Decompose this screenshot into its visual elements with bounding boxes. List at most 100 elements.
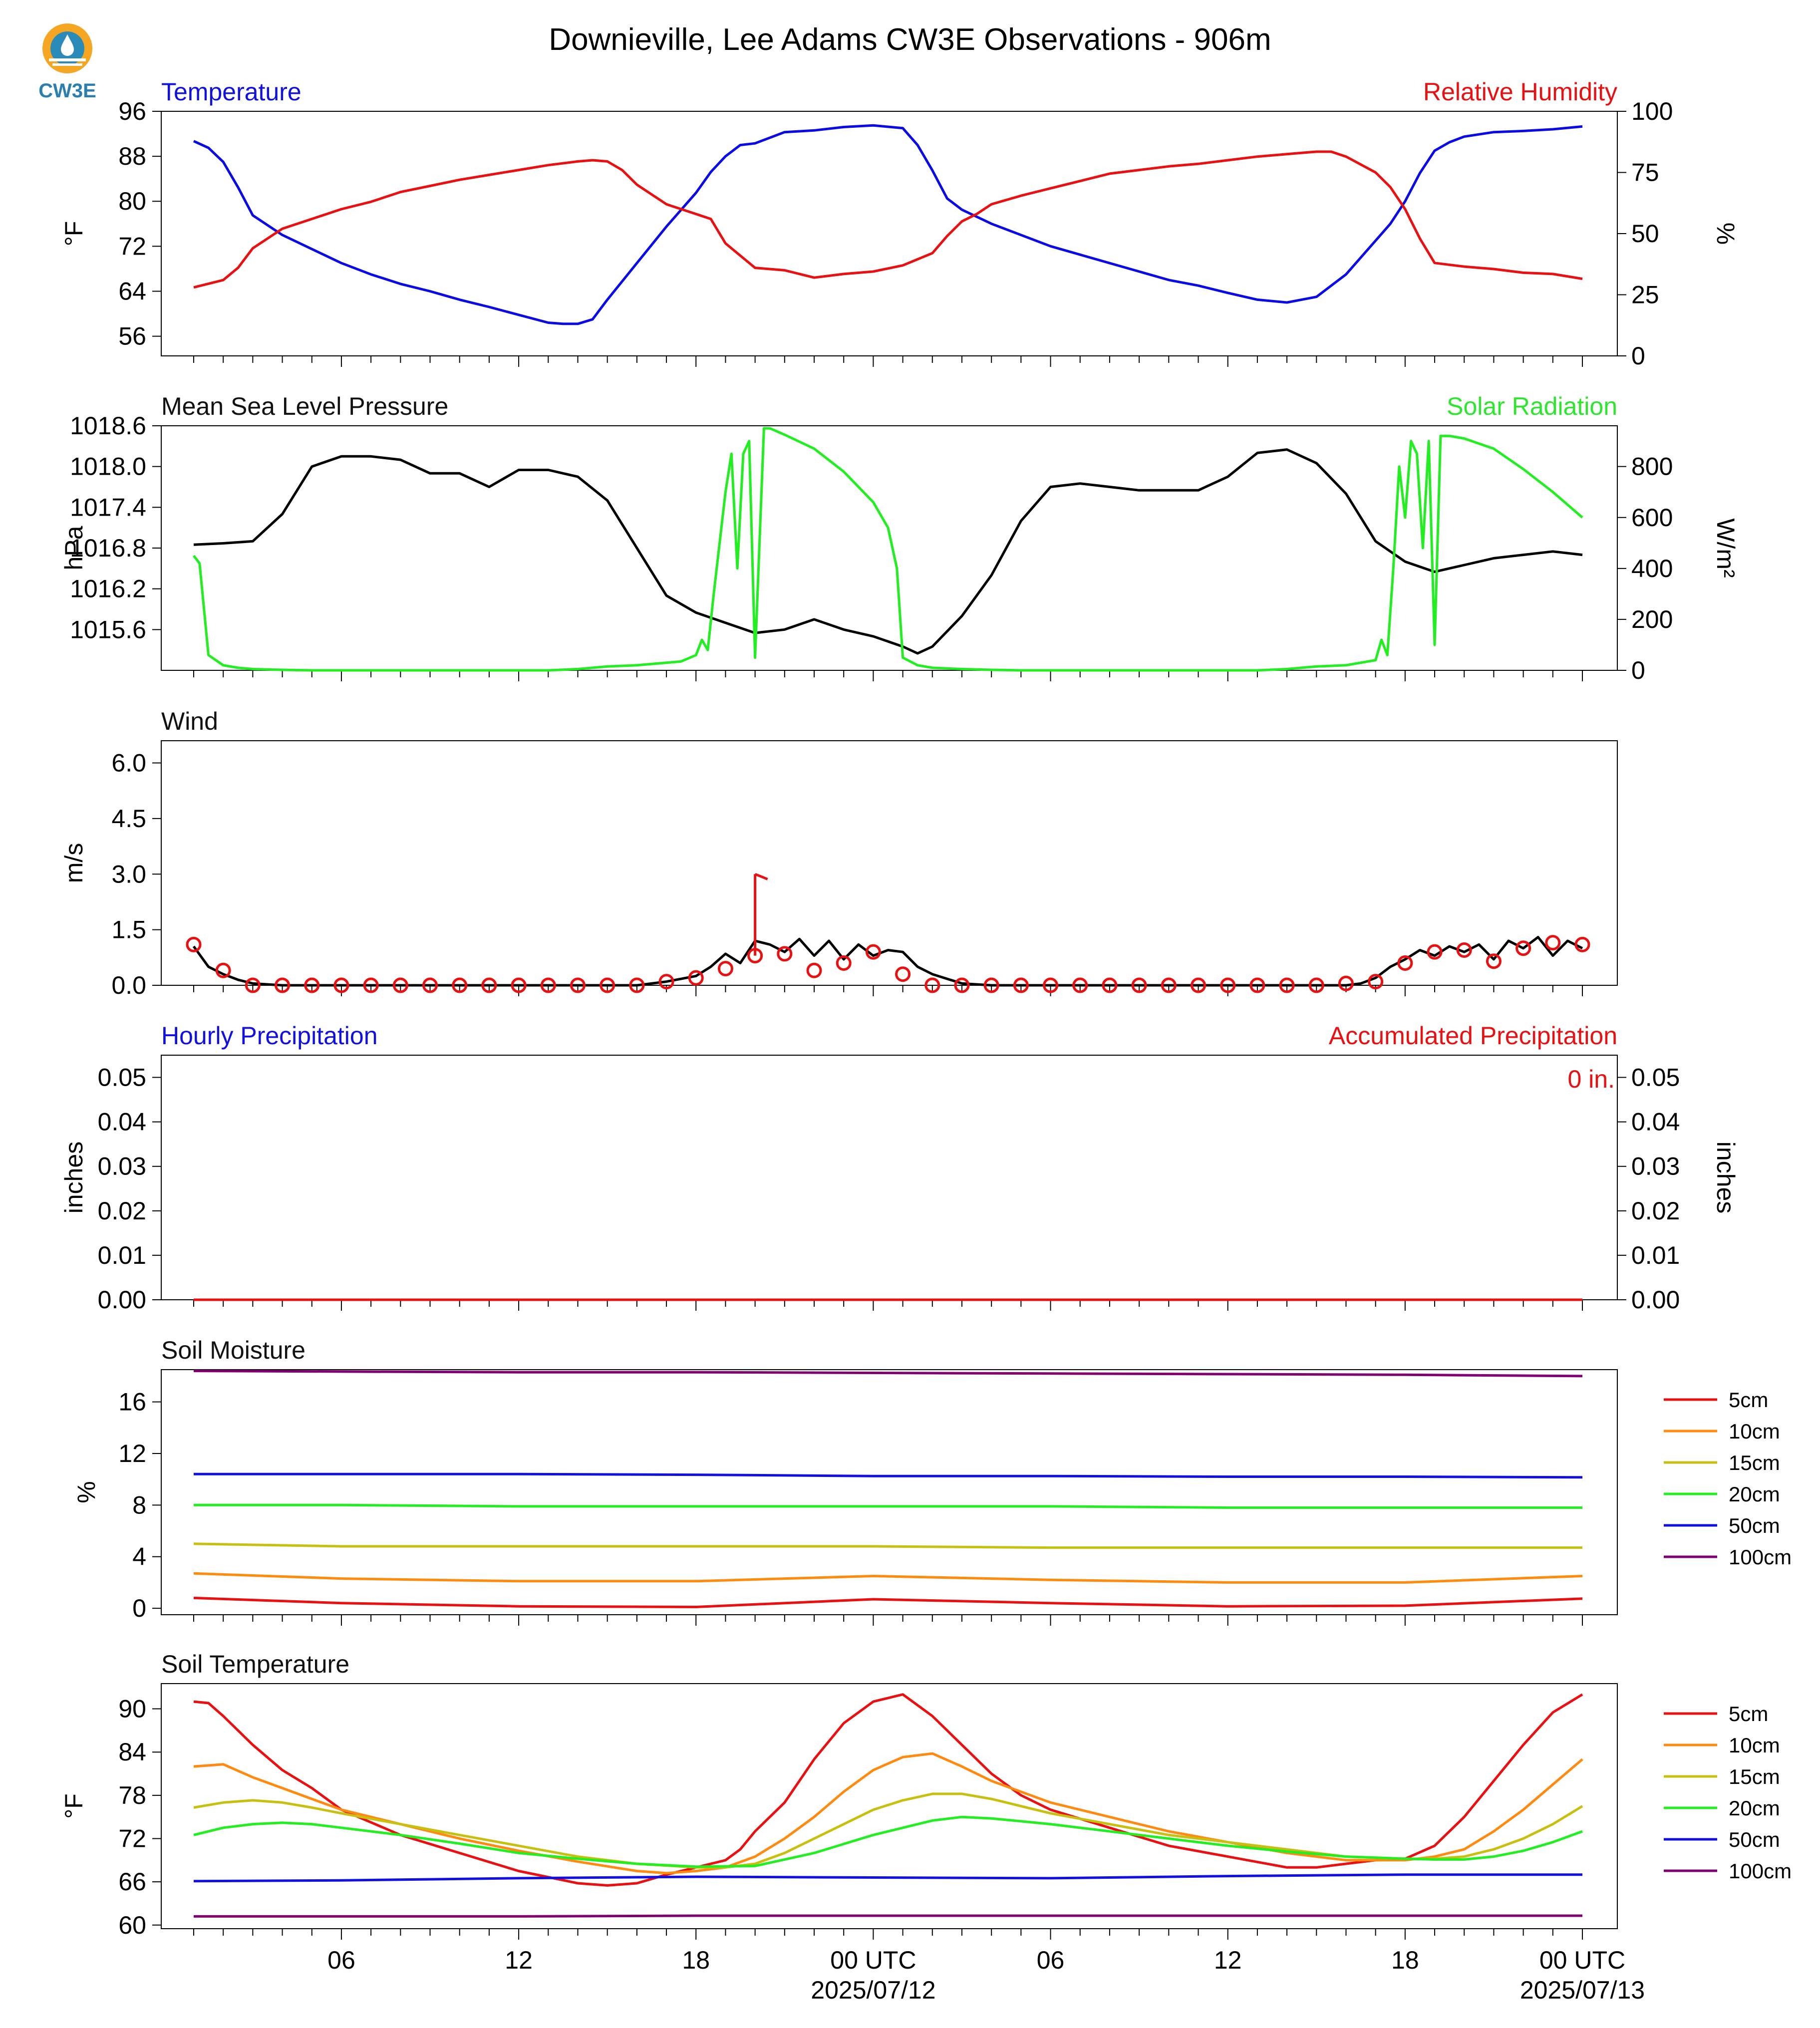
- panel-title-left: Mean Sea Level Pressure: [161, 392, 448, 420]
- legend-label: 10cm: [1729, 1420, 1780, 1443]
- ytick-label-left: 1015.6: [70, 615, 146, 643]
- ytick-label-right: 0: [1631, 656, 1645, 684]
- ylabel-left: inches: [60, 1142, 88, 1214]
- series-line-20cm: [193, 1815, 1583, 1868]
- ytick-label-left: 1016.2: [70, 575, 146, 603]
- wind-circle: [1043, 977, 1059, 993]
- ytick-label-left: 66: [118, 1868, 146, 1896]
- plot-frame: [161, 740, 1618, 986]
- ytick-label-left: 72: [118, 1824, 146, 1852]
- ytick-label-left: 80: [118, 187, 146, 215]
- ytick-label-left: 1018.6: [70, 412, 146, 440]
- ylabel-right: %: [1712, 223, 1740, 245]
- ytick-label-right: 600: [1631, 504, 1673, 532]
- logo-droplet-icon: [61, 34, 74, 56]
- wind-circle: [1574, 936, 1590, 952]
- plot-frame: [161, 425, 1618, 671]
- ytick-label-left: 12: [118, 1440, 146, 1467]
- wind-circle: [600, 977, 615, 993]
- wind-circle: [954, 977, 970, 993]
- ytick-label-left: 0.05: [98, 1064, 146, 1092]
- ytick-label-right: 200: [1631, 605, 1673, 633]
- wind-circle: [836, 955, 852, 971]
- series-line-0: [192, 936, 1583, 987]
- wind-circle: [452, 977, 468, 993]
- ytick-label-left: 4: [132, 1543, 146, 1571]
- ytick-label-left: 72: [118, 232, 146, 260]
- ytick-label-right: 0.05: [1631, 1064, 1680, 1092]
- ytick-label-left: 0.02: [98, 1197, 146, 1225]
- series-line-0: [193, 124, 1583, 325]
- wind-circle: [245, 977, 261, 993]
- xtick-label: 06: [1037, 1946, 1065, 1974]
- ylabel-left: hPa: [60, 526, 88, 570]
- legend-label: 50cm: [1729, 1828, 1780, 1851]
- ytick-label-right: 0: [1631, 342, 1645, 370]
- series-line-1: [193, 150, 1583, 289]
- series-line-15cm: [193, 1542, 1582, 1549]
- ytick-label-left: 8: [132, 1491, 146, 1519]
- cw3e-logo: CW3E: [35, 17, 100, 102]
- panel-title-left: Hourly Precipitation: [161, 1022, 378, 1050]
- wind-circle: [658, 974, 674, 990]
- wind-circle: [333, 977, 349, 993]
- xtick-label: 06: [327, 1946, 355, 1974]
- wind-circle: [806, 962, 822, 978]
- wind-circle: [186, 936, 202, 952]
- series-line-50cm: [194, 1472, 1583, 1479]
- xtick-date-label: 2025/07/12: [811, 1976, 935, 2004]
- ytick-label-right: 0.01: [1631, 1241, 1680, 1269]
- ytick-label-left: 0.03: [98, 1153, 146, 1180]
- ylabel-left: %: [72, 1481, 100, 1503]
- wind-circle: [629, 977, 645, 993]
- logo-wave-2: [52, 63, 82, 66]
- wind-circle: [392, 977, 408, 993]
- ytick-label-right: 400: [1631, 555, 1673, 582]
- xtick-label: 18: [1391, 1946, 1419, 1974]
- wind-circle: [481, 977, 497, 993]
- ytick-label-left: 88: [118, 142, 146, 170]
- wind-circle: [511, 977, 527, 993]
- wind-circle: [304, 977, 320, 993]
- legend-label: 5cm: [1729, 1702, 1768, 1726]
- series-line-1: [193, 427, 1583, 672]
- legend-label: 100cm: [1729, 1545, 1792, 1569]
- wind-circle: [1072, 977, 1088, 993]
- wind-circle: [1102, 977, 1118, 993]
- ytick-label-left: 78: [118, 1781, 146, 1809]
- legend-label: 5cm: [1729, 1388, 1768, 1412]
- panel-1: Mean Sea Level Pressure Solar Radiation 10…: [60, 392, 1740, 684]
- series-line-50cm: [193, 1873, 1582, 1883]
- ylabel-left: °F: [60, 221, 88, 247]
- wind-circle: [1220, 977, 1236, 993]
- xtick-label: 00 UTC: [830, 1946, 916, 1974]
- wind-circle: [1338, 975, 1354, 991]
- wind-circle: [1249, 977, 1265, 993]
- series-line-5cm: [193, 1596, 1583, 1608]
- legend-label: 20cm: [1729, 1796, 1780, 1820]
- wind-circle: [1279, 977, 1295, 993]
- panels: Temperature Relative Humidity566472808896…: [60, 78, 1792, 1940]
- legend-label: 15cm: [1729, 1451, 1780, 1474]
- logo-wave: [49, 58, 86, 61]
- series-line-100cm: [193, 1370, 1583, 1378]
- accumulated-annotation: 0 in.: [1567, 1065, 1615, 1093]
- legend-label: 50cm: [1729, 1514, 1780, 1537]
- wind-circle: [865, 944, 881, 960]
- ytick-label-left: 1.5: [111, 916, 146, 944]
- legend-label: 15cm: [1729, 1765, 1780, 1788]
- series-line-10cm: [193, 1572, 1583, 1584]
- wind-circle: [1013, 977, 1029, 993]
- wind-circle: [1427, 944, 1443, 960]
- wind-circle: [422, 977, 438, 993]
- figure-title: Downieville, Lee Adams CW3E Observations…: [549, 22, 1271, 57]
- wind-circle: [1486, 953, 1502, 969]
- wind-circle: [1368, 974, 1384, 990]
- ytick-label-right: 0.00: [1631, 1286, 1680, 1314]
- wind-circle: [215, 962, 231, 978]
- ytick-label-left: 1016.8: [70, 534, 146, 562]
- ytick-label-left: 1017.4: [70, 493, 146, 521]
- ytick-label-left: 60: [118, 1911, 146, 1939]
